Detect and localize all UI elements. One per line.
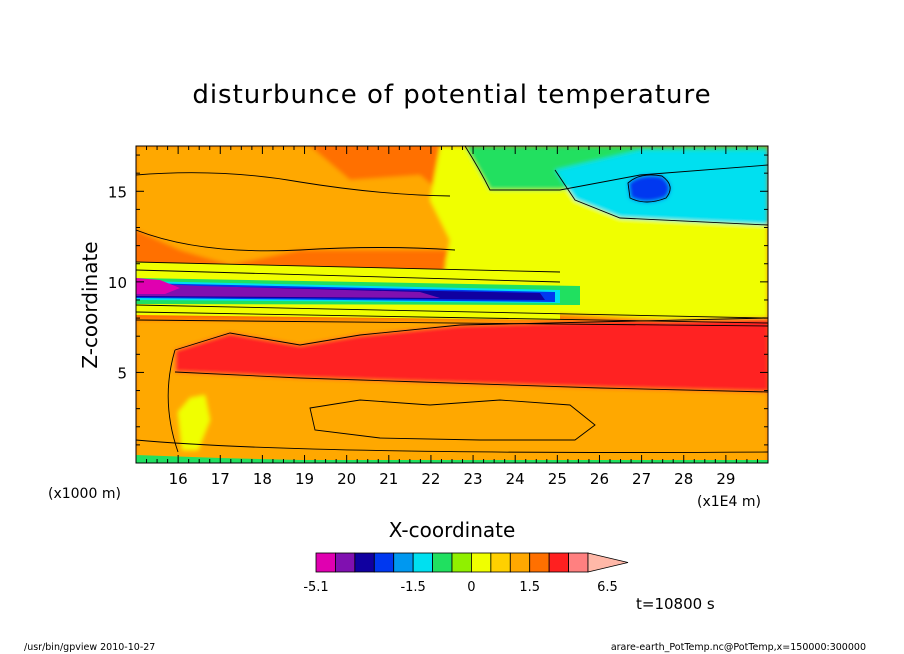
field-warm-layer — [175, 318, 768, 392]
colorbar-label: -1.5 — [400, 580, 425, 595]
field-warm-patch — [310, 400, 595, 440]
colorbar-box — [471, 552, 492, 573]
field-cold-purple — [136, 283, 440, 298]
colorbar-box — [568, 552, 589, 573]
colorbar — [315, 552, 629, 573]
field-upper-core — [628, 174, 671, 202]
x-tick-label: 27 — [632, 470, 651, 488]
x-tick-label: 19 — [295, 470, 314, 488]
y-tick-label: 10 — [108, 274, 127, 292]
colorbar-box — [335, 552, 356, 573]
x-tick-label: 24 — [506, 470, 525, 488]
x-tick-label: 18 — [253, 470, 272, 488]
y-tick-label: 15 — [108, 183, 127, 201]
x-tick-label: 20 — [337, 470, 356, 488]
colorbar-label: 1.5 — [519, 580, 540, 595]
x-axis-label: X-coordinate — [389, 518, 516, 542]
colorbar-label: -5.1 — [303, 580, 328, 595]
x-tick-label: 23 — [464, 470, 483, 488]
colorbar-box — [548, 552, 569, 573]
x-tick-label: 22 — [421, 470, 440, 488]
contour-field — [136, 146, 768, 463]
x-tick-label: 28 — [674, 470, 693, 488]
x-tick-label: 16 — [169, 470, 188, 488]
colorbar-box — [490, 552, 511, 573]
colorbar-box — [451, 552, 472, 573]
x-unit-left: (x1000 m) — [48, 486, 121, 502]
colorbar-box — [432, 552, 453, 573]
x-tick-label: 21 — [379, 470, 398, 488]
colorbar-label: 6.5 — [597, 580, 618, 595]
colorbar-label: 0 — [467, 580, 475, 595]
time-annotation: t=10800 s — [636, 595, 715, 613]
colorbar-box — [373, 552, 395, 573]
colorbar-labels: -5.1 -1.5 0 1.5 6.5 — [303, 580, 617, 595]
footer-left: /usr/bin/gpview 2010-10-27 — [24, 642, 155, 653]
y-tick-label: 5 — [117, 364, 127, 382]
y-tick-labels: 5 10 15 — [108, 183, 127, 382]
x-tick-label: 29 — [716, 470, 735, 488]
contour-lines — [136, 146, 768, 453]
chart-title: disturbunce of potential temperature — [192, 80, 711, 110]
colorbar-box — [393, 552, 414, 573]
colorbar-extension — [587, 552, 629, 573]
colorbar-box — [509, 552, 531, 573]
y-axis-label: Z-coordinate — [78, 241, 102, 368]
tick-marks — [135, 146, 769, 464]
colorbar-box — [354, 552, 375, 573]
colorbar-box — [315, 552, 336, 573]
field-cold-magenta — [136, 278, 180, 294]
x-tick-label: 25 — [548, 470, 567, 488]
x-tick-labels: 16 17 18 19 20 21 22 23 24 25 26 27 28 2… — [169, 470, 736, 488]
x-unit-right: (x1E4 m) — [697, 494, 761, 510]
footer-right: arare-earth_PotTemp.nc@PotTemp,x=150000:… — [611, 642, 866, 653]
field-upper-light — [136, 146, 460, 265]
x-tick-label: 26 — [590, 470, 609, 488]
colorbar-box — [529, 552, 550, 573]
field-left-yellow — [178, 395, 210, 450]
colorbar-box — [412, 552, 433, 573]
x-tick-label: 17 — [211, 470, 230, 488]
